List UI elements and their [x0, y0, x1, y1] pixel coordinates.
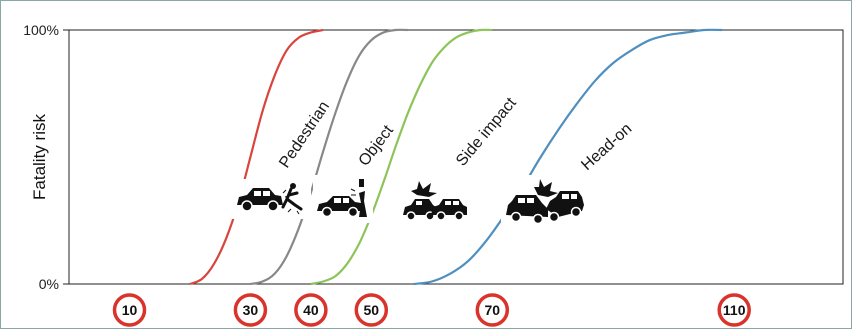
speed-sign-label: 30	[243, 302, 259, 318]
speed-sign-label: 110	[723, 302, 746, 318]
speed-sign-30: 30	[233, 293, 268, 327]
speed-limit-signs: 10 30 40 50 70 110	[112, 293, 751, 327]
car-hitting-pole-icon	[317, 179, 367, 218]
speed-sign-ring	[233, 293, 268, 327]
speed-sign-ring	[717, 293, 751, 327]
head-on-crash-icon	[506, 179, 584, 225]
speed-sign-ring	[354, 293, 389, 327]
speed-sign-70: 70	[475, 293, 510, 327]
speed-sign-label: 70	[485, 302, 501, 318]
y-axis-label: Fatality risk	[30, 114, 49, 200]
series-line-side-impact	[310, 28, 493, 286]
speed-sign-label: 40	[303, 302, 319, 318]
speed-sign-ring	[294, 293, 328, 327]
speed-sign-ring	[112, 293, 147, 327]
speed-sign-50: 50	[354, 293, 389, 327]
speed-sign-ring	[475, 293, 510, 327]
plot-area	[68, 29, 844, 285]
y-tick-label-top: 100%	[23, 22, 59, 38]
series-line-object	[250, 28, 408, 286]
speed-sign-label: 10	[122, 302, 138, 318]
speed-sign-label: 50	[364, 302, 380, 318]
car-hitting-pedestrian-icon	[237, 183, 303, 215]
series-line-head-on	[413, 28, 723, 286]
series-line-pedestrian	[189, 28, 324, 286]
y-tick-label-bottom: 0%	[39, 276, 59, 292]
speed-sign-40: 40	[294, 293, 328, 327]
side-impact-crash-icon	[403, 181, 467, 221]
speed-sign-110: 110	[717, 293, 751, 327]
speed-sign-10: 10	[112, 293, 147, 327]
